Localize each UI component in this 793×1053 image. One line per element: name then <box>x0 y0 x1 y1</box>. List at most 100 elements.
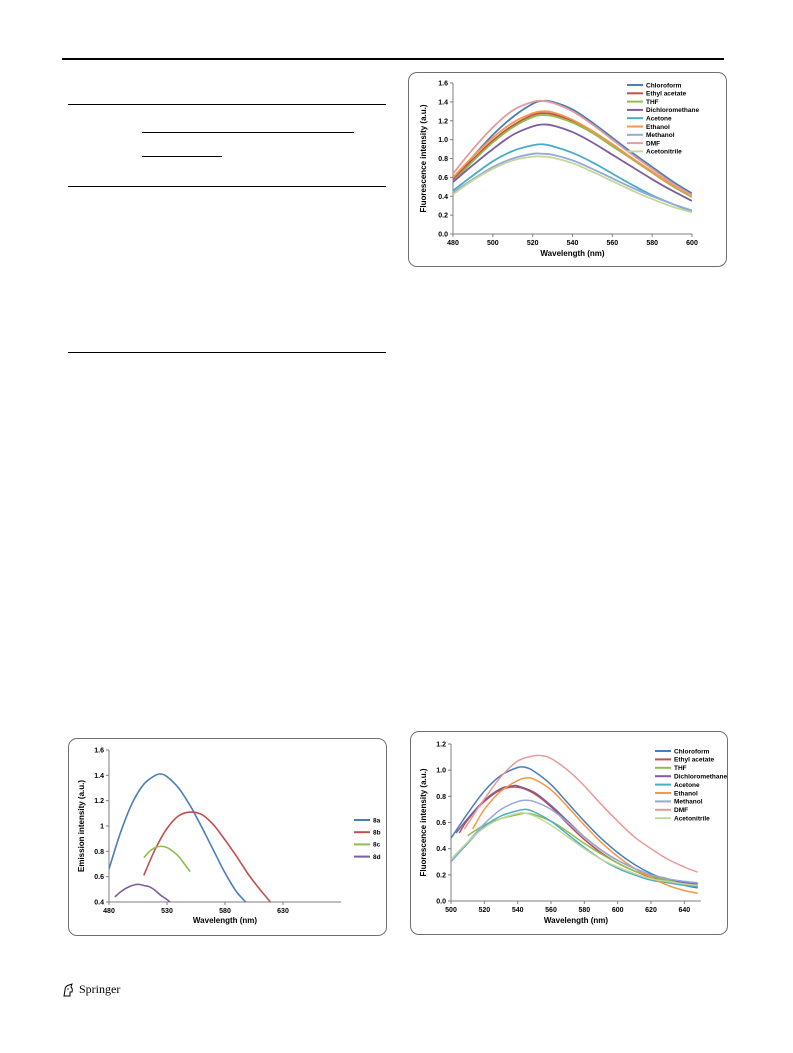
data-point <box>691 212 692 213</box>
y-tick-label: 0.4 <box>436 846 446 853</box>
data-point <box>542 755 543 756</box>
data-point <box>517 780 518 781</box>
data-point <box>592 124 593 125</box>
data-point <box>512 158 513 159</box>
data-point <box>512 127 513 128</box>
data-point <box>525 800 526 801</box>
data-point <box>697 882 698 883</box>
data-point <box>143 857 144 858</box>
data-point <box>455 832 456 833</box>
data-point <box>534 779 535 780</box>
chart-emission-compounds: 0.4 0.6 0.8 1 1.2 1.4 1.6 480 530 580 630 Wavelengt… <box>68 738 387 936</box>
data-point <box>617 863 618 864</box>
x-axis-label: Wavelength (nm) <box>544 916 608 925</box>
legend-label: Chloroform <box>646 82 682 89</box>
x-tick-label: 580 <box>578 907 590 914</box>
series-line-acetonitrile <box>451 812 698 887</box>
data-point <box>517 813 518 814</box>
data-point <box>450 861 451 862</box>
legend-label: Acetonitrile <box>674 816 710 823</box>
data-point <box>452 179 453 180</box>
x-tick-label: 480 <box>447 240 459 247</box>
data-point <box>612 154 613 155</box>
x-tick-label: 500 <box>445 907 457 914</box>
y-tick-label: 1.2 <box>94 798 104 805</box>
series-line-dmf <box>453 99 692 197</box>
data-point <box>667 859 668 860</box>
data-point <box>684 882 685 883</box>
data-point <box>149 851 150 852</box>
data-point <box>697 885 698 886</box>
data-point <box>500 788 501 789</box>
y-tick-label: 1.4 <box>438 99 448 106</box>
data-point <box>155 890 156 891</box>
data-point <box>667 878 668 879</box>
data-point <box>114 896 115 897</box>
y-axis-label: Emission intensity (a.u.) <box>77 780 86 872</box>
data-point <box>667 885 668 886</box>
publisher-name: Springer <box>79 982 121 996</box>
y-tick-label: 0.8 <box>438 156 448 163</box>
series-line-acetonitrile <box>453 155 692 214</box>
y-tick-label: 1.0 <box>438 137 448 144</box>
chart-emission-compounds-svg: 0.4 0.6 0.8 1 1.2 1.4 1.6 480 530 580 630 Wavelengt… <box>77 748 381 926</box>
data-point <box>517 785 518 786</box>
data-point <box>600 853 601 854</box>
series-line-8a <box>109 773 247 902</box>
series-line-8b <box>143 811 272 902</box>
data-point <box>472 165 473 166</box>
data-point <box>224 839 225 840</box>
legend-label: Ethyl acetate <box>674 757 714 764</box>
data-point <box>184 863 185 864</box>
y-tick-label: 0.6 <box>94 874 104 881</box>
data-point <box>652 168 653 169</box>
data-point <box>632 154 633 155</box>
data-point <box>213 824 214 825</box>
page-header-rule <box>62 58 724 60</box>
y-tick-label: 1.4 <box>94 773 104 780</box>
data-point <box>500 818 501 819</box>
data-point <box>201 814 202 815</box>
data-point <box>517 810 518 811</box>
series-line-dichloromethane <box>453 123 692 202</box>
data-point <box>492 134 493 135</box>
data-point <box>592 132 593 133</box>
data-point <box>517 760 518 761</box>
data-point <box>552 114 553 115</box>
y-tick-label: 0.4 <box>438 194 448 201</box>
data-point <box>500 815 501 816</box>
data-point <box>213 850 214 851</box>
data-point <box>552 102 553 103</box>
data-point <box>532 126 533 127</box>
data-point <box>584 836 585 837</box>
data-point <box>572 109 573 110</box>
x-tick-label: 540 <box>512 907 524 914</box>
data-point <box>634 870 635 871</box>
y-tick-label: 0.8 <box>94 849 104 856</box>
data-point <box>532 145 533 146</box>
x-tick-label: 520 <box>527 240 539 247</box>
data-point <box>697 883 698 884</box>
x-tick-label: 620 <box>645 907 657 914</box>
data-point <box>534 811 535 812</box>
data-point <box>617 821 618 822</box>
data-point <box>467 842 468 843</box>
y-tick-label: 1.6 <box>94 748 104 755</box>
data-point <box>525 767 526 768</box>
legend-label: 8c <box>373 842 381 849</box>
data-point <box>542 156 543 157</box>
data-point <box>612 173 613 174</box>
data-point <box>572 119 573 120</box>
data-point <box>224 872 225 873</box>
data-point <box>525 777 526 778</box>
data-point <box>632 187 633 188</box>
legend-label: Ethanol <box>646 124 670 131</box>
data-point <box>672 206 673 207</box>
legend-label: THF <box>646 99 659 106</box>
data-point <box>512 134 513 135</box>
data-point <box>567 802 568 803</box>
data-point <box>550 821 551 822</box>
data-point <box>617 852 618 853</box>
data-point <box>550 784 551 785</box>
data-point <box>178 787 179 788</box>
